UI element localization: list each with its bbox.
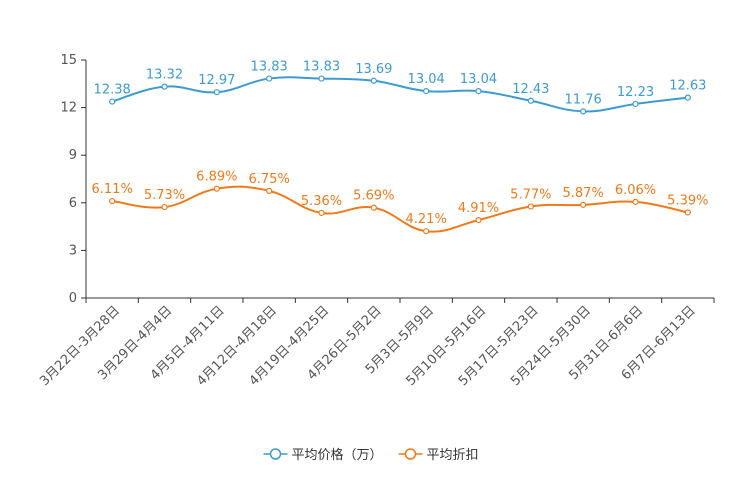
data-label: 5.69%	[353, 189, 394, 204]
y-tick-label: 6	[69, 196, 77, 211]
data-point[interactable]	[213, 89, 220, 96]
y-axis: 0 3 6 9 12 15	[60, 53, 87, 306]
legend-label: 平均价格（万）	[292, 447, 383, 463]
data-label: 5.36%	[301, 194, 342, 209]
data-point[interactable]	[475, 216, 482, 224]
data-label: 5.77%	[510, 187, 551, 202]
data-label: 6.06%	[615, 183, 656, 198]
data-label: 4.21%	[406, 212, 447, 227]
data-point[interactable]	[684, 209, 691, 216]
data-label: 12.38	[94, 83, 131, 98]
data-label: 13.32	[146, 68, 183, 83]
data-point[interactable]	[266, 187, 273, 194]
data-point[interactable]	[370, 204, 377, 211]
legend-marker-icon	[404, 448, 417, 460]
data-label: 13.83	[303, 60, 340, 75]
data-label: 13.83	[251, 60, 288, 75]
legend[interactable]: 平均价格（万） 平均折扣	[263, 447, 479, 463]
legend-item-1[interactable]: 平均折扣	[398, 448, 479, 463]
data-label: 5.73%	[144, 188, 185, 203]
data-point[interactable]	[213, 185, 220, 192]
data-label: 12.23	[617, 85, 654, 100]
data-point[interactable]	[161, 203, 168, 211]
data-point[interactable]	[580, 108, 587, 115]
data-point[interactable]	[318, 209, 325, 217]
series-line	[111, 76, 688, 113]
y-tick-label: 0	[69, 291, 77, 306]
data-point[interactable]	[423, 228, 430, 235]
data-label: 12.43	[512, 82, 549, 97]
data-point[interactable]	[109, 197, 116, 205]
series-line	[112, 185, 689, 233]
data-label: 13.04	[460, 72, 497, 87]
data-point[interactable]	[684, 94, 691, 101]
data-point[interactable]	[632, 100, 639, 108]
data-label: 13.69	[355, 62, 392, 77]
data-label: 12.97	[198, 73, 235, 88]
data-point[interactable]	[109, 98, 116, 105]
data-label: 11.76	[565, 92, 602, 107]
data-label: 4.91%	[458, 201, 499, 216]
legend-item-0[interactable]: 平均价格（万）	[263, 447, 383, 463]
data-point[interactable]	[475, 87, 482, 95]
data-label: 6.75%	[249, 172, 290, 187]
series-0: 12.38 13.32 12.97 13.83 13.83 13.69 13.04 13.04…	[94, 60, 706, 115]
data-point[interactable]	[527, 97, 534, 104]
data-label: 6.11%	[92, 182, 133, 197]
series-1: 6.11% 5.73% 6.89% 6.75% 5.36% 5.69% 4.21% 4.91%…	[92, 170, 708, 235]
data-point[interactable]	[266, 75, 273, 82]
data-point[interactable]	[318, 75, 325, 82]
series-layer: 12.38 13.32 12.97 13.83 13.83 13.69 13.04 13.04…	[92, 60, 708, 235]
x-axis: 3月22日-3月28日3月29日-4月4日4月5日-4月11日4月12日-4月1…	[37, 297, 715, 389]
data-point[interactable]	[161, 83, 168, 90]
data-point[interactable]	[370, 77, 377, 84]
y-tick-label: 9	[69, 148, 77, 163]
data-point[interactable]	[423, 87, 430, 95]
data-label: 12.63	[669, 79, 706, 94]
data-label: 5.39%	[667, 193, 708, 208]
y-tick-label: 3	[69, 243, 77, 258]
legend-label: 平均折扣	[427, 448, 479, 463]
y-tick-label: 15	[60, 53, 77, 68]
legend-marker-icon	[269, 448, 282, 460]
data-point[interactable]	[580, 201, 587, 208]
data-point[interactable]	[527, 203, 534, 210]
data-label: 6.89%	[196, 170, 237, 185]
data-label: 5.87%	[563, 186, 604, 201]
data-label: 13.04	[408, 72, 445, 87]
y-tick-label: 12	[60, 101, 77, 116]
data-point[interactable]	[632, 198, 639, 205]
